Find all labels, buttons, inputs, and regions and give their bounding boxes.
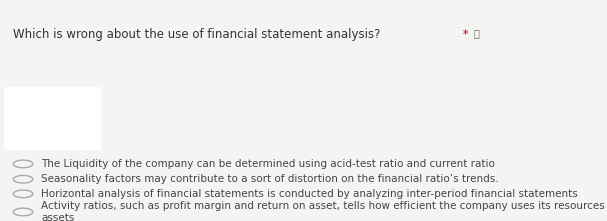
Text: Activity ratios, such as profit margin and return on asset, tells how efficient : Activity ratios, such as profit margin a… — [41, 200, 607, 221]
FancyBboxPatch shape — [4, 86, 101, 150]
Text: Which is wrong about the use of financial statement analysis?: Which is wrong about the use of financia… — [13, 28, 381, 41]
Text: Seasonality factors may contribute to a sort of distortion on the financial rati: Seasonality factors may contribute to a … — [41, 174, 499, 184]
Text: The Liquidity of the company can be determined using acid-test ratio and current: The Liquidity of the company can be dete… — [41, 159, 495, 169]
Text: Horizontal analysis of financial statements is conducted by analyzing inter-peri: Horizontal analysis of financial stateme… — [41, 189, 578, 199]
Text: ⧉: ⧉ — [473, 28, 480, 38]
Text: *: * — [459, 28, 469, 41]
